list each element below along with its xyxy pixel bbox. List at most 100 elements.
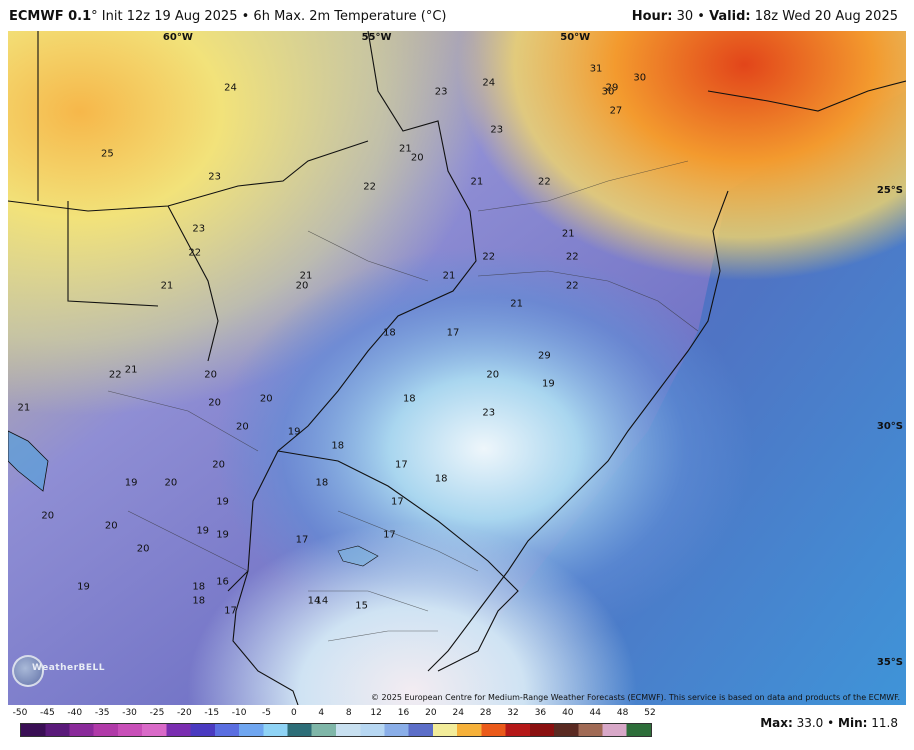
cool-region-south	[8, 31, 906, 705]
temperature-label: 29	[538, 350, 551, 362]
temperature-label: 19	[216, 529, 229, 541]
temperature-label: 17	[391, 496, 404, 508]
colorbar-tick-label: -15	[204, 708, 220, 718]
colorbar-tick-label: -45	[40, 708, 55, 718]
temperature-map: 31 30 30 29 27 24 24 23 23 25 21 20 22 23 21 22 23 22 21 22…	[8, 31, 906, 705]
state-borders	[107, 160, 699, 642]
colorbar-tick-label: -10	[231, 708, 247, 718]
colorbar-tick-label: 0	[291, 708, 297, 718]
hour-value: 30	[676, 9, 694, 24]
temperature-label: 20	[204, 369, 218, 381]
latitude-label: 30°S	[876, 420, 903, 432]
temperature-label: 20	[164, 477, 178, 489]
temperature-label: 18	[434, 473, 448, 485]
temperature-label: 20	[41, 510, 55, 522]
max-min-stats: Max: 33.0 • Min: 11.8	[760, 716, 898, 730]
temperature-label: 21	[470, 176, 484, 188]
colorbar-tick-label: 4	[318, 708, 325, 718]
colorbar-tick-label: -40	[67, 708, 83, 718]
temperature-label: 21	[510, 298, 523, 310]
temperature-label: 20	[295, 280, 309, 292]
temperature-label: 22	[538, 176, 551, 188]
temperature-label: 21	[561, 228, 575, 240]
header-valid: Hour: 30 • Valid: 18z Wed 20 Aug 2025	[632, 9, 898, 24]
temperature-label: 16	[216, 576, 229, 588]
product-name: 6h Max. 2m Temperature (°C)	[253, 9, 447, 24]
temperature-label: 18	[315, 477, 329, 489]
model-name: ECMWF 0.1	[9, 9, 92, 24]
longitude-label: 55°W	[361, 32, 392, 43]
temperature-label: 17	[295, 534, 309, 546]
colorbar-tick-label: -30	[122, 708, 137, 718]
temperature-label: 29	[605, 82, 619, 94]
temperature-label: 19	[287, 426, 301, 438]
stats-separator: •	[827, 716, 835, 730]
temperature-label: 24	[482, 77, 496, 89]
colorbar-tick-label: 40	[562, 708, 574, 718]
lake-west	[8, 430, 49, 492]
map-canvas	[8, 31, 906, 705]
temperature-label: 20	[410, 152, 424, 164]
min-label: Min:	[838, 716, 868, 730]
colorbar-tick-label: 16	[397, 708, 410, 718]
temperature-label: 15	[355, 600, 368, 612]
temperature-label: 19	[77, 581, 90, 593]
temperature-label: 20	[236, 421, 249, 433]
longitude-label: 50°W	[560, 32, 591, 43]
valid-value: 18z Wed 20 Aug 2025	[754, 9, 898, 24]
min-value: 11.8	[871, 716, 898, 730]
temperature-label: 22	[565, 251, 579, 263]
colorbar-tick-label: -5	[262, 708, 272, 718]
colorbar-tick-label: 32	[507, 708, 519, 718]
coastline	[427, 190, 729, 672]
temperature-label: 22	[108, 369, 122, 381]
temperature-label: 22	[482, 251, 496, 263]
temperature-label: 20	[104, 520, 118, 532]
colorbar-tick-label: -25	[149, 708, 165, 718]
temperature-label: 23	[434, 86, 448, 98]
globe-icon	[12, 655, 44, 687]
temperature-label: 17	[224, 605, 237, 617]
degree-mark: °	[91, 9, 98, 24]
temperature-label: 20	[259, 393, 273, 405]
max-value: 33.0	[796, 716, 824, 730]
temperature-label: 20	[486, 369, 500, 381]
temperature-label: 30	[633, 72, 647, 84]
temperature-label: 14	[315, 595, 329, 607]
temperature-label: 19	[542, 378, 555, 390]
temperature-label: 23	[208, 171, 221, 183]
colorbar-tick-label: 52	[644, 708, 656, 718]
hour-label: Hour:	[631, 9, 673, 24]
valid-label: Valid:	[709, 9, 751, 24]
temperature-label: 19	[216, 496, 229, 508]
temperature-label: 17	[394, 459, 408, 471]
temperature-label: 21	[124, 364, 138, 376]
colorbar-tick-label: 36	[534, 708, 547, 718]
logo-text: WeatherBELL	[32, 663, 106, 673]
temperature-label: 20	[136, 543, 150, 555]
temperature-label: 18	[192, 595, 206, 607]
temperature-label: 14	[307, 595, 321, 607]
colorbar-tick-label: 24	[452, 708, 464, 718]
temperature-label: 18	[331, 440, 345, 452]
temperature-colorbar: -50 -45 -40 -35 -30 -25 -20 -15 -10 -5 0 4 8 12 16 20 24…	[8, 708, 668, 748]
copyright-notice: © 2025 European Centre for Medium-Range …	[371, 693, 900, 702]
temperature-label: 22	[363, 181, 376, 193]
colorbar-tick-label: 12	[370, 708, 382, 718]
colorbar-tick-label: 8	[345, 708, 352, 718]
latitude-label: 25°S	[876, 185, 903, 197]
temperature-label: 19	[124, 477, 138, 489]
longitude-label: 60°W	[162, 32, 193, 43]
temperature-label: 18	[383, 327, 396, 339]
coastline-north	[707, 80, 906, 112]
temperature-label: 20	[212, 459, 225, 471]
lagoon-uruguay	[337, 545, 379, 567]
temperature-label: 21	[160, 280, 174, 292]
temperature-label: 27	[609, 105, 623, 117]
max-label: Max:	[760, 716, 793, 730]
bullet-separator-2: •	[697, 9, 705, 24]
temperature-label: 23	[490, 124, 504, 136]
temperature-label: 19	[196, 525, 210, 537]
latitude-label: 35°S	[876, 656, 903, 668]
temperature-label: 30	[601, 86, 615, 98]
